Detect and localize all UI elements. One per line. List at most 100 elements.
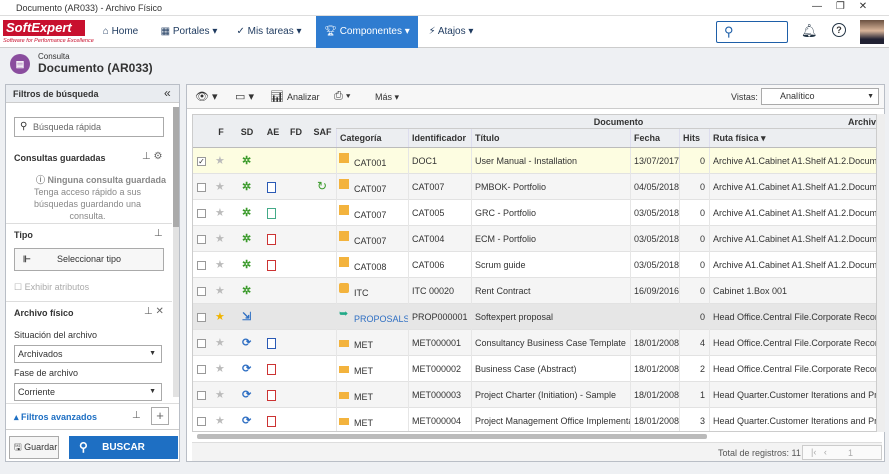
column-header[interactable]: AE [266, 127, 280, 137]
star[interactable]: ★ [215, 207, 225, 219]
star[interactable]: ★ [215, 363, 225, 375]
column-header[interactable]: Hits [679, 129, 709, 147]
avatar[interactable] [860, 20, 884, 44]
cell: Softexpert proposal [471, 304, 630, 330]
advanced-row: ▴ Filtros avanzados ⊥ + [6, 403, 179, 429]
cell: MET000004 [408, 408, 471, 431]
checkbox[interactable] [197, 261, 206, 270]
checkbox[interactable] [197, 209, 206, 218]
add-button[interactable]: + [151, 407, 169, 425]
archive-tools[interactable]: ⊥ ✕ [144, 306, 164, 317]
filter-header: Filtros de búsqueda « [6, 85, 179, 103]
checkbox[interactable] [197, 339, 206, 348]
views-select[interactable]: Analítico ▼ [761, 88, 879, 105]
table-row[interactable]: ★ ✲ ↻ CAT007 CAT007 PMBOK- Portfolio 04/05/201… [193, 174, 876, 200]
search-box[interactable]: ⚲ [716, 21, 788, 43]
quick-search[interactable]: ⚲ Búsqueda rápida [14, 117, 164, 137]
star[interactable]: ★ [215, 155, 225, 167]
star[interactable]: ★ [215, 233, 225, 245]
table-row[interactable]: ★ ⟳ MET MET000001 Consultancy Business Case … [193, 330, 876, 356]
checkbox[interactable] [197, 235, 206, 244]
phase-select[interactable]: Corriente ▼ [14, 383, 162, 401]
cell: MET000003 [408, 382, 471, 408]
status-icon: ✲ [242, 207, 252, 219]
nav-item[interactable]: ⌂ Home [102, 26, 139, 37]
table-row[interactable]: ★ ⟳ MET MET000004 Project Management Office … [193, 408, 876, 431]
star[interactable]: ★ [215, 311, 225, 323]
checkbox[interactable] [197, 417, 206, 426]
nav-item[interactable]: ✓ Mis tareas ▾ [236, 26, 302, 37]
column-header[interactable]: Ruta física ▾ [709, 129, 876, 147]
advanced-filters[interactable]: ▴ Filtros avanzados [14, 412, 98, 422]
nav-item[interactable]: ⚡︎ Atajos ▾ [428, 26, 474, 37]
column-header[interactable]: Título [471, 129, 630, 147]
column-header[interactable]: Fecha [630, 129, 679, 147]
star[interactable]: ★ [215, 337, 225, 349]
star[interactable]: ★ [215, 181, 225, 193]
pager[interactable]: |‹ ‹ 1 [802, 445, 882, 460]
checkbox[interactable] [197, 391, 206, 400]
checkbox[interactable] [197, 365, 206, 374]
table-row[interactable]: ✓ ★ ✲ CAT001 DOC1 User Manual - Installation 1… [193, 148, 876, 174]
print-tool[interactable]: ▭ ▾ [235, 91, 254, 103]
star[interactable]: ★ [215, 415, 225, 427]
printer-tool[interactable]: ⎙ ▾ [334, 90, 351, 102]
checkbox[interactable] [197, 313, 206, 322]
column-header[interactable]: Identificador [408, 129, 471, 147]
select-type-button[interactable]: ⊩ Seleccionar tipo [14, 248, 164, 271]
group-header [193, 115, 336, 147]
column-header[interactable]: SAF [313, 127, 332, 137]
nav-label: Mis tareas [247, 26, 294, 37]
toolbar: 👁︎ ▾ ▭ ▾ 📊︎ Analizar ⎙ ▾ Más ▾ Vistas: A… [187, 85, 884, 109]
cell: Archive A1.Cabinet A1.Shelf A1.2.Documen… [709, 148, 876, 174]
cell: 03/05/2018 [630, 200, 679, 226]
cell: CAT006 [408, 252, 471, 278]
checkbox[interactable] [197, 183, 206, 192]
status-icon: ⟳ [242, 415, 252, 427]
table-row[interactable]: ★ ✲ ITC ITC 00020 Rent Contract 16/09/2016 0 Ca… [193, 278, 876, 304]
cell: MET000002 [408, 356, 471, 382]
tagline: Software for Performance Excellence [3, 38, 94, 44]
breadcrumb[interactable]: Consulta [38, 52, 70, 61]
view-tool[interactable]: 👁︎ ▾ [195, 91, 218, 103]
bell[interactable]: 🔔︎ [801, 23, 818, 38]
column-header[interactable]: FD [290, 127, 302, 137]
status-icon: ✲ [242, 285, 252, 297]
help[interactable]: ? [832, 23, 846, 37]
star[interactable]: ★ [215, 389, 225, 401]
cell: 0 [679, 252, 709, 278]
type-tool[interactable]: ⊥ [154, 228, 163, 239]
search-button[interactable]: ⚲ BUSCAR [69, 436, 178, 459]
checkbox[interactable]: ✓ [197, 157, 206, 166]
logo[interactable]: SoftExpert [3, 20, 85, 36]
status-select[interactable]: Archivados ▼ [14, 345, 162, 363]
column-header[interactable]: SD [240, 127, 254, 137]
category-icon [339, 231, 349, 241]
table-row[interactable]: ★ ✲ CAT007 CAT005 GRC - Portfolio 03/05/2018 0… [193, 200, 876, 226]
star[interactable]: ★ [215, 285, 225, 297]
save-button[interactable]: 🖫︎ Guardar [9, 436, 59, 459]
cell: CAT007 [336, 200, 408, 226]
phase-label: Fase de archivo [14, 368, 79, 378]
table-row[interactable]: ★ ✲ CAT007 CAT004 ECM - Portfolio 03/05/2018 0… [193, 226, 876, 252]
status-icon: ⟳ [242, 363, 252, 375]
table-row[interactable]: ★ ⇲ ➥ PROPOSALS PROP000001 Softexpert proposa… [193, 304, 876, 330]
file-icon [267, 208, 276, 219]
column-header[interactable]: F [218, 127, 224, 137]
collapse[interactable]: « [164, 86, 171, 100]
nav-item[interactable]: 🏆︎ Componentes ▾ [316, 16, 418, 48]
checkbox[interactable] [197, 287, 206, 296]
star[interactable]: ★ [215, 259, 225, 271]
advanced-tool[interactable]: ⊥ [132, 410, 141, 421]
saved-tools[interactable]: ⊥ ⚙ [142, 151, 163, 162]
column-header[interactable]: Categoría [336, 129, 408, 147]
table-row[interactable]: ★ ⟳ MET MET000003 Project Charter (Initiatio… [193, 382, 876, 408]
cell: 04/05/2018 [630, 174, 679, 200]
analyze-tool[interactable]: 📊︎ Analizar [270, 91, 320, 103]
window-controls[interactable]: — ❐ ✕ [812, 1, 868, 12]
show-attributes[interactable]: ☐ Exhibir atributos [14, 282, 90, 292]
table-row[interactable]: ★ ⟳ MET MET000002 Business Case (Abstract) 18… [193, 356, 876, 382]
more-tool[interactable]: Más ▾ [375, 92, 400, 102]
nav-item[interactable]: ▦ Portales ▾ [160, 26, 218, 37]
table-row[interactable]: ★ ✲ CAT008 CAT006 Scrum guide 03/05/2018 0 Arch… [193, 252, 876, 278]
